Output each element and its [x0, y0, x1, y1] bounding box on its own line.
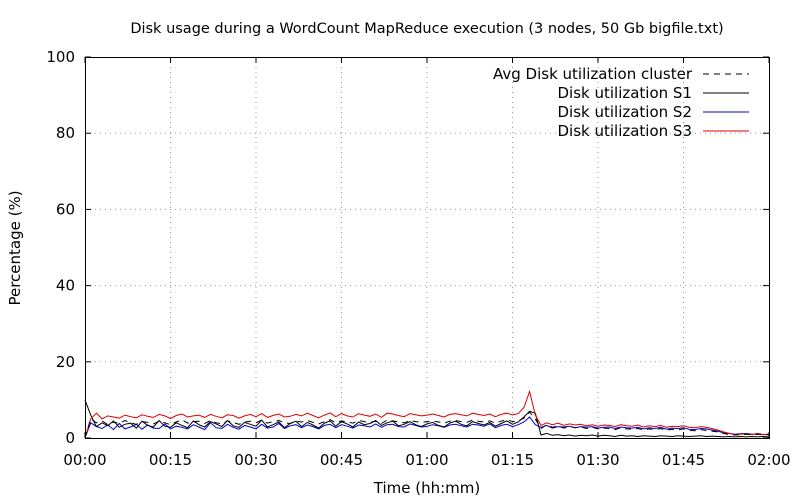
series-line-3 [84, 389, 770, 439]
x-tick-label: 00:30 [234, 451, 277, 469]
legend-label: Avg Disk utilization cluster [493, 65, 693, 83]
axis-ticks: 00:00 00:15 00:30 00:45 01:00 01:15 01:30 01:45… [46, 48, 790, 469]
x-tick-label: 02:00 [747, 451, 790, 469]
y-tick-label: 80 [56, 124, 75, 142]
legend-label: Disk utilization S1 [557, 84, 692, 102]
x-axis-label: Time (hh:mm) [373, 479, 480, 497]
y-tick-label: 40 [56, 277, 75, 295]
legend-label: Disk utilization S3 [557, 122, 692, 140]
series-line-0 [84, 411, 770, 439]
x-tick-label: 01:00 [405, 451, 448, 469]
chart-title: Disk usage during a WordCount MapReduce … [130, 21, 723, 37]
y-tick-label: 20 [56, 353, 75, 371]
series-line-2 [84, 416, 770, 439]
x-tick-label: 00:15 [149, 451, 192, 469]
y-tick-label: 100 [46, 48, 75, 66]
y-tick-label: 60 [56, 200, 75, 218]
grid [85, 57, 769, 438]
y-tick-label: 0 [65, 429, 75, 447]
series-line-1 [84, 399, 770, 438]
x-tick-label: 00:45 [320, 451, 363, 469]
legend-label: Disk utilization S2 [557, 103, 692, 121]
series-layer [84, 389, 770, 439]
x-tick-label: 00:00 [63, 451, 106, 469]
x-tick-label: 01:30 [576, 451, 619, 469]
y-axis-label: Percentage (%) [6, 190, 24, 305]
x-tick-label: 01:45 [662, 451, 705, 469]
x-tick-label: 01:15 [491, 451, 534, 469]
